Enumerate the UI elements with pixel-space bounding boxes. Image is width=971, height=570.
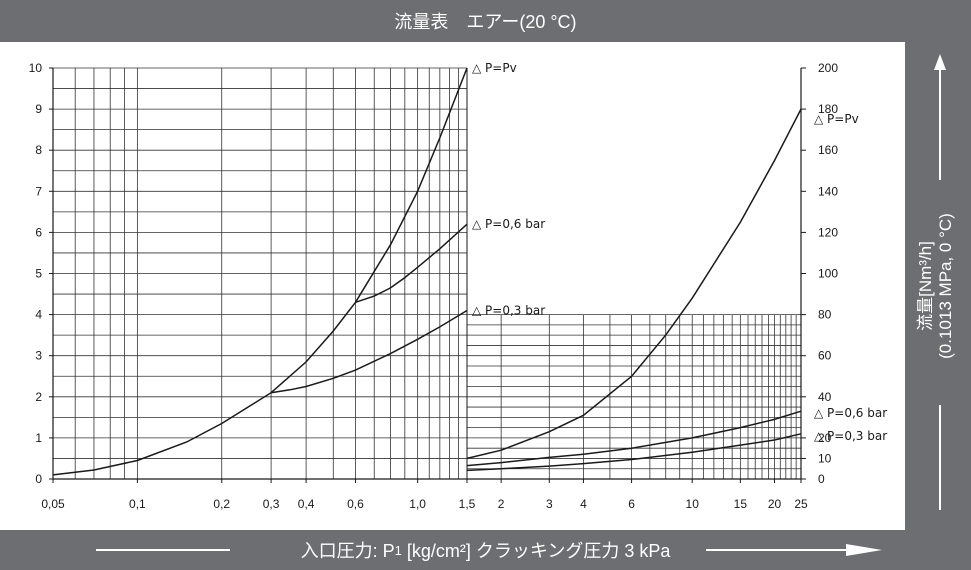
chart-title: 流量表 エアー(20 °C) — [394, 12, 577, 32]
left-series-label: △ P=0,6 bar — [472, 217, 545, 231]
x-axis-title-subscript: 1 — [394, 542, 402, 558]
y-axis-title-bar — [905, 42, 971, 530]
left-x-tick-label: 1,5 — [459, 497, 476, 511]
left-y-tick-label: 10 — [29, 61, 43, 75]
left-series-curve — [52, 67, 468, 476]
x-axis-title-main: 入口圧力: P — [300, 541, 395, 561]
right-y-tick-label: 10 — [818, 451, 832, 465]
right-x-tick-label: 6 — [628, 497, 635, 511]
left-x-tick-label: 0,05 — [41, 497, 65, 511]
right-y-tick-label: 120 — [818, 225, 838, 239]
right-y-tick-label: 0 — [818, 472, 825, 486]
left-x-tick-label: 0,2 — [213, 497, 230, 511]
left-x-tick-label: 0,6 — [347, 497, 364, 511]
right-x-tick-label: 20 — [768, 497, 782, 511]
right-y-tick-label: 80 — [818, 308, 832, 322]
left-series-curve — [270, 309, 468, 394]
y-axis-arrow-head — [934, 54, 946, 70]
right-series-curve — [466, 433, 802, 472]
right-x-tick-label: 15 — [734, 497, 748, 511]
right-y-tick-label: 140 — [818, 184, 838, 198]
x-axis-arrow-left-line — [96, 549, 230, 551]
right-series-label: △ P=0,3 bar — [814, 429, 887, 443]
left-y-tick-label: 3 — [35, 349, 42, 363]
right-series-label: △ P=Pv — [814, 112, 859, 126]
left-x-tick-label: 0,3 — [263, 497, 280, 511]
right-series-curve — [466, 410, 802, 467]
right-y-tick-label: 180 — [818, 102, 838, 116]
right-x-tick-label: 25 — [794, 497, 808, 511]
left-series-label: △ P=0,3 bar — [472, 303, 545, 317]
left-y-tick-label: 4 — [35, 308, 42, 322]
right-x-tick-label: 3 — [546, 497, 553, 511]
right-y-tick-label: 60 — [818, 349, 832, 363]
chart-title-bar: 流量表 エアー(20 °C) — [0, 0, 971, 42]
left-y-tick-label: 8 — [35, 143, 42, 157]
right-series-label: △ P=0,6 bar — [814, 406, 887, 420]
right-y-tick-label: 40 — [818, 390, 832, 404]
left-y-tick-label: 9 — [35, 102, 42, 116]
left-x-tick-label: 0,4 — [298, 497, 315, 511]
right-x-tick-label: 4 — [580, 497, 587, 511]
left-y-tick-label: 1 — [35, 431, 42, 445]
right-y-tick-label: 160 — [818, 143, 838, 157]
left-x-tick-label: 1,0 — [409, 497, 426, 511]
right-series-curve — [466, 108, 802, 460]
left-y-tick-label: 2 — [35, 390, 42, 404]
right-y-tick-label: 20 — [818, 431, 832, 445]
left-y-tick-label: 7 — [35, 184, 42, 198]
left-y-tick-label: 6 — [35, 225, 42, 239]
right-x-tick-label: 10 — [686, 497, 700, 511]
left-series-curve — [355, 223, 468, 304]
x-axis-arrow-right-line — [706, 549, 848, 551]
left-y-tick-label: 5 — [35, 267, 42, 281]
x-axis-arrow-head — [846, 544, 882, 556]
left-x-tick-label: 0,1 — [129, 497, 146, 511]
left-y-tick-label: 0 — [35, 472, 42, 486]
right-y-tick-label: 100 — [818, 267, 838, 281]
left-series-label: △ P=Pv — [472, 61, 517, 75]
x-axis-title-tail: [kg/cm²] クラッキング圧力 3 kPa — [406, 541, 671, 561]
right-x-tick-label: 2 — [498, 497, 505, 511]
right-y-tick-label: 200 — [818, 61, 838, 75]
